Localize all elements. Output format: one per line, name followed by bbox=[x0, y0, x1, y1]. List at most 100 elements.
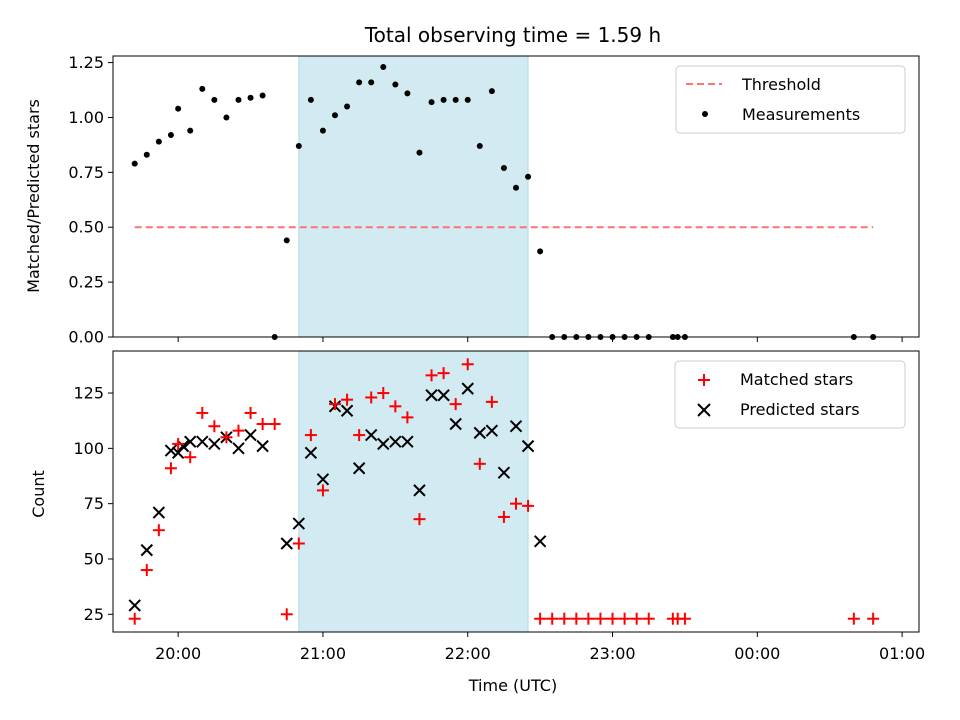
measurement-point bbox=[525, 173, 532, 180]
predicted-star-stroke bbox=[304, 446, 318, 459]
predicted-star-stroke bbox=[473, 426, 487, 440]
predicted-star-point bbox=[208, 437, 221, 451]
matched-star-point bbox=[618, 612, 631, 625]
matched-star-point bbox=[208, 420, 221, 433]
measurement-point bbox=[247, 94, 254, 101]
matched-star-point bbox=[437, 367, 450, 380]
measurements-legend-swatch bbox=[702, 111, 708, 117]
measurement-point bbox=[513, 184, 519, 191]
predicted-stars-series bbox=[128, 382, 547, 612]
predicted-star-point bbox=[401, 435, 414, 448]
predicted-star-stroke bbox=[292, 517, 306, 530]
predicted-star-point bbox=[232, 442, 245, 455]
predicted-star-point bbox=[316, 473, 330, 486]
measurement-point bbox=[319, 127, 326, 134]
matched-stars-legend-swatch bbox=[698, 374, 710, 386]
count-panel-legend-box bbox=[674, 360, 906, 429]
ratio-panel-y-tick-label: 0.50 bbox=[68, 218, 104, 237]
matched-star-point bbox=[630, 612, 643, 625]
predicted-star-point bbox=[377, 437, 390, 451]
ratio-panel-y-tick-label: 0.75 bbox=[68, 163, 104, 182]
measurement-point bbox=[440, 96, 447, 103]
measurement-point bbox=[307, 96, 314, 103]
count-panel-y-ticks: 25 50 75 100 125 bbox=[73, 384, 113, 624]
ratio-panel-shaded-region bbox=[298, 55, 529, 338]
x-tick-label: 21:00 bbox=[300, 644, 346, 663]
ratio-panel-shaded-region-layer bbox=[298, 55, 529, 338]
ratio-panel-y-tick-label: 1.25 bbox=[68, 53, 104, 72]
predicted-star-stroke bbox=[449, 417, 462, 431]
measurement-point bbox=[428, 99, 435, 106]
measurement-point bbox=[416, 149, 423, 156]
predicted-star-point bbox=[244, 428, 257, 442]
measurement-point bbox=[500, 164, 507, 171]
predicted-star-point bbox=[176, 439, 190, 453]
matched-star-point bbox=[642, 612, 655, 625]
predicted-star-point bbox=[389, 435, 402, 448]
measurement-point bbox=[199, 85, 206, 92]
ratio-panel-legend: Threshold Measurements bbox=[675, 65, 906, 134]
predicted-star-stroke bbox=[389, 435, 402, 448]
predicted-star-point bbox=[533, 535, 547, 548]
ratio-panel-y-axis-label: Matched/Predicted stars bbox=[24, 99, 43, 293]
predicted-star-point bbox=[196, 435, 209, 448]
matched-star-point bbox=[522, 499, 535, 512]
matched-star-point bbox=[268, 418, 281, 431]
matched-star-point bbox=[546, 612, 559, 625]
matched-star-point bbox=[196, 406, 209, 419]
matched-star-point bbox=[534, 612, 547, 625]
measurement-point bbox=[380, 63, 387, 70]
threshold-legend-label: Threshold bbox=[741, 75, 821, 94]
matched-star-point bbox=[140, 564, 153, 577]
measurement-point bbox=[392, 81, 399, 88]
matched-star-point bbox=[510, 497, 522, 510]
matched-star-point bbox=[473, 457, 486, 470]
measurement-point bbox=[155, 138, 162, 145]
matched-stars-legend-label: Matched stars bbox=[740, 370, 853, 389]
measurement-point bbox=[259, 92, 266, 99]
matched-star-point bbox=[570, 612, 583, 625]
count-panel-y-tick-label: 125 bbox=[73, 384, 104, 403]
measurement-point bbox=[223, 114, 230, 121]
predicted-star-stroke bbox=[497, 466, 511, 479]
ratio-panel-y-ticks: 0.00 0.25 0.50 0.75 1.00 1.25 bbox=[68, 53, 113, 347]
x-tick-label: 01:00 bbox=[879, 644, 925, 663]
ratio-panel-x-ticks bbox=[177, 337, 903, 342]
count-panel-y-tick-label: 100 bbox=[73, 439, 104, 458]
matched-star-point bbox=[304, 429, 317, 442]
predicted-star-stroke bbox=[365, 428, 378, 442]
count-panel-y-tick-label: 50 bbox=[84, 549, 104, 568]
measurement-point bbox=[143, 151, 150, 158]
ratio-panel-frame bbox=[112, 55, 920, 338]
matched-star-point bbox=[184, 451, 197, 464]
measurement-point bbox=[464, 96, 471, 103]
predicted-star-point bbox=[365, 428, 378, 442]
matched-star-point bbox=[867, 612, 880, 625]
count-panel-y-tick-label: 75 bbox=[84, 494, 104, 513]
predicted-star-stroke bbox=[176, 439, 190, 453]
predicted-star-stroke bbox=[171, 446, 185, 459]
x-tick-label: 23:00 bbox=[589, 644, 635, 663]
predicted-star-point bbox=[340, 404, 354, 417]
predicted-star-stroke bbox=[340, 404, 354, 417]
predicted-star-point bbox=[437, 389, 450, 402]
measurement-point bbox=[404, 90, 411, 97]
predicted-star-point bbox=[140, 543, 153, 557]
predicted-star-stroke bbox=[244, 428, 257, 442]
predicted-star-stroke bbox=[164, 444, 178, 457]
x-tick-label: 20:00 bbox=[155, 644, 201, 663]
predicted-star-stroke bbox=[128, 599, 141, 612]
count-panel-x-ticks: 20:00 21:00 22:00 23:00 00:00 01:00 bbox=[155, 632, 925, 663]
predicted-star-stroke bbox=[533, 535, 547, 548]
measurement-point bbox=[283, 237, 290, 244]
count-panel: 25 50 75 100 125 20:00 21:00 22:00 23:00 00:00 01… bbox=[29, 350, 925, 695]
predicted-star-stroke bbox=[425, 389, 438, 402]
predicted-star-stroke bbox=[196, 435, 209, 448]
measurement-point bbox=[452, 96, 459, 103]
matched-star-point bbox=[678, 612, 691, 625]
matched-star-point bbox=[606, 612, 619, 625]
measurement-point bbox=[488, 88, 495, 95]
measurement-point bbox=[332, 112, 339, 119]
measurement-point bbox=[356, 79, 363, 86]
